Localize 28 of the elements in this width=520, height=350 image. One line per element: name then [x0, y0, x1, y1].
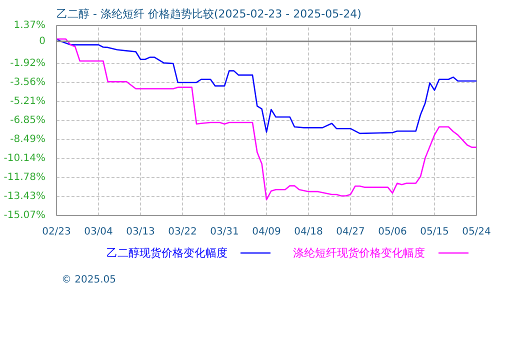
- y-tick-label: -10.14%: [4, 153, 46, 164]
- y-tick-label: -5.21%: [10, 96, 46, 108]
- x-tick-label: 03/22: [168, 226, 197, 238]
- chart-title: 乙二醇 - 涤纶短纤 价格趋势比较(2025-02-23 - 2025-05-24): [56, 8, 362, 20]
- x-tick-label: 05/06: [378, 226, 407, 238]
- y-tick-label: -11.78%: [4, 172, 46, 183]
- x-tick-label: 05/15: [420, 226, 449, 238]
- x-tick-label: 04/18: [294, 226, 323, 238]
- x-tick-label: 03/13: [126, 226, 155, 238]
- x-tick-label: 03/04: [84, 226, 113, 238]
- y-tick-label: -8.49%: [10, 134, 46, 145]
- legend-label: 乙二醇现货价格变化幅度: [106, 246, 228, 260]
- y-tick-label: -1.92%: [10, 58, 46, 70]
- y-tick-label: -13.43%: [4, 191, 46, 202]
- line-series: [56, 38, 476, 134]
- line-series: [56, 38, 476, 200]
- x-tick-label: 04/27: [336, 226, 365, 238]
- x-tick-label: 03/31: [210, 226, 239, 238]
- y-tick-label: 0: [39, 36, 46, 47]
- x-tick-label: 02/23: [42, 226, 71, 238]
- y-tick-label: -3.56%: [10, 76, 46, 88]
- x-tick-label: 04/09: [252, 226, 281, 238]
- legend-label: 涤纶短纤现货价格变化幅度: [293, 246, 425, 260]
- text: © 2025.05: [62, 274, 116, 286]
- x-tick-label: 05/24: [462, 226, 491, 238]
- y-tick-label: -15.07%: [4, 210, 46, 221]
- y-tick-label: 1.37%: [14, 20, 46, 31]
- y-tick-label: -6.85%: [10, 115, 46, 126]
